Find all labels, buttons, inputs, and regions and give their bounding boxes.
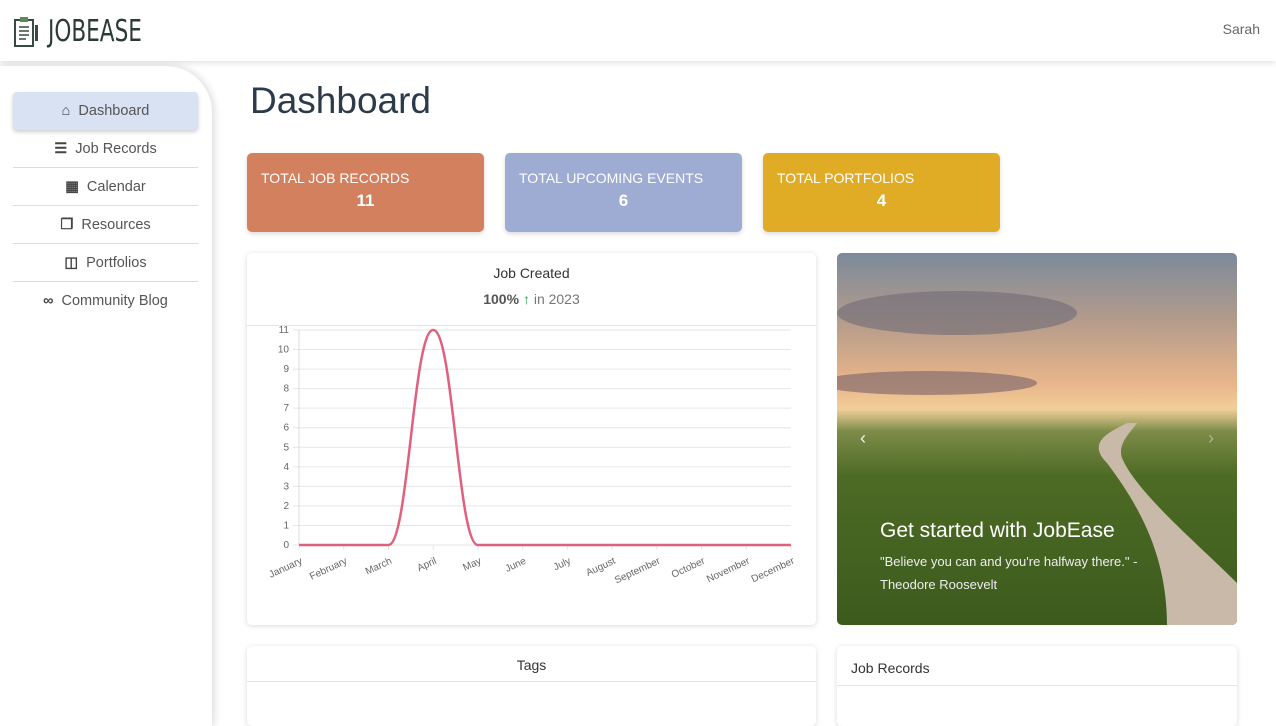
stat-value: 11 xyxy=(356,191,375,210)
clipboard-icon xyxy=(14,16,38,47)
y-tick-label: 10 xyxy=(278,345,290,356)
y-tick-label: 7 xyxy=(283,403,289,414)
top-bar: JOBEASE Sarah xyxy=(0,0,1276,61)
sidebar-item-calendar[interactable]: ▦ Calendar xyxy=(13,168,198,206)
x-tick-label: June xyxy=(504,556,529,575)
stat-card[interactable]: TOTAL JOB RECORDS 11 xyxy=(247,153,484,232)
stat-card[interactable]: TOTAL UPCOMING EVENTS 6 xyxy=(505,153,742,232)
chart-title: Job Created xyxy=(493,265,570,281)
job-records-card: Job Records xyxy=(837,646,1237,726)
x-tick-label: May xyxy=(461,556,483,574)
stat-card[interactable]: TOTAL PORTFOLIOS 4 xyxy=(763,153,1000,232)
stat-label: TOTAL PORTFOLIOS xyxy=(777,170,915,186)
sidebar: ⌂ Dashboard ☰ Job Records ▦ Calendar ❐ Resource… xyxy=(0,66,212,726)
x-tick-label: November xyxy=(705,555,752,585)
table-list-icon: ☰ xyxy=(54,140,68,157)
y-tick-label: 0 xyxy=(283,540,289,551)
carousel-prev-button[interactable]: ‹ xyxy=(860,428,866,448)
chart-period: in 2023 xyxy=(533,291,580,307)
x-tick-label: March xyxy=(364,556,394,578)
columns-icon: ◫ xyxy=(64,254,79,271)
y-tick-label: 3 xyxy=(283,481,289,492)
stat-value: 6 xyxy=(618,191,629,210)
copy-icon: ❐ xyxy=(60,216,74,233)
series-line xyxy=(298,328,791,547)
carousel-image xyxy=(837,291,1237,625)
chart-percent: 100% xyxy=(483,291,520,307)
x-tick-label: October xyxy=(670,555,707,580)
logo[interactable]: JOBEASE xyxy=(14,14,165,49)
calendar-icon: ▦ xyxy=(65,178,79,195)
job-records-title: Job Records xyxy=(851,660,930,676)
tags-card: Tags xyxy=(247,646,816,726)
sidebar-item-dashboard[interactable]: ⌂ Dashboard xyxy=(13,92,198,130)
x-tick-label: December xyxy=(750,555,797,585)
y-tick-label: 6 xyxy=(283,423,289,434)
y-tick-label: 1 xyxy=(283,520,289,531)
x-tick-label: April xyxy=(416,556,439,574)
y-tick-label: 4 xyxy=(283,462,289,473)
stat-value: 4 xyxy=(876,191,887,210)
carousel-next-button[interactable]: › xyxy=(1208,428,1214,448)
sidebar-item-community-blog[interactable]: ∞ Community Blog xyxy=(13,282,198,320)
y-tick-label: 2 xyxy=(283,501,289,512)
sidebar-item-label: Resources xyxy=(81,216,151,233)
x-tick-label: February xyxy=(308,556,349,583)
stat-label: TOTAL UPCOMING EVENTS xyxy=(519,170,704,186)
sidebar-item-portfolios[interactable]: ◫ Portfolios xyxy=(13,244,198,282)
sidebar-item-label: Community Blog xyxy=(61,293,168,309)
user-name[interactable]: Sarah xyxy=(1222,21,1260,37)
x-tick-label: August xyxy=(584,556,617,579)
x-tick-label: January xyxy=(267,556,304,581)
home-icon: ⌂ xyxy=(61,103,71,119)
stat-label: TOTAL JOB RECORDS xyxy=(261,170,410,186)
line-chart: 0 1 2 3 4 5 6 7 8 9 10 11 January February March April M… xyxy=(267,326,797,586)
x-tick-label: September xyxy=(613,555,663,586)
carousel-quote: "Believe you can and you're halfway ther… xyxy=(880,554,1138,592)
page-title: Dashboard xyxy=(250,80,432,121)
y-tick-label: 9 xyxy=(283,364,289,375)
sidebar-item-label: Job Records xyxy=(75,140,157,157)
arrow-up-icon: ↑ xyxy=(522,291,530,307)
y-tick-label: 8 xyxy=(283,384,289,395)
carousel: ‹ › Get started with JobEase "Believe yo… xyxy=(837,253,1237,625)
sidebar-item-job-records[interactable]: ☰ Job Records xyxy=(13,130,198,168)
y-tick-label: 5 xyxy=(283,442,289,453)
x-tick-label: July xyxy=(552,556,573,573)
job-created-chart-card: Job Created 100% ↑ in 2023 0 1 2 3 4 5 6 7 8 9 10 1… xyxy=(247,253,816,625)
tags-title: Tags xyxy=(516,657,547,673)
y-tick-label: 11 xyxy=(279,326,290,336)
sidebar-item-label: Portfolios xyxy=(86,254,147,271)
sidebar-item-label: Dashboard xyxy=(78,103,150,119)
link-icon: ∞ xyxy=(43,293,54,309)
sidebar-item-resources[interactable]: ❐ Resources xyxy=(13,206,198,244)
sidebar-item-label: Calendar xyxy=(86,178,146,195)
app-name: JOBEASE xyxy=(48,14,142,49)
carousel-title: Get started with JobEase xyxy=(880,519,1115,542)
